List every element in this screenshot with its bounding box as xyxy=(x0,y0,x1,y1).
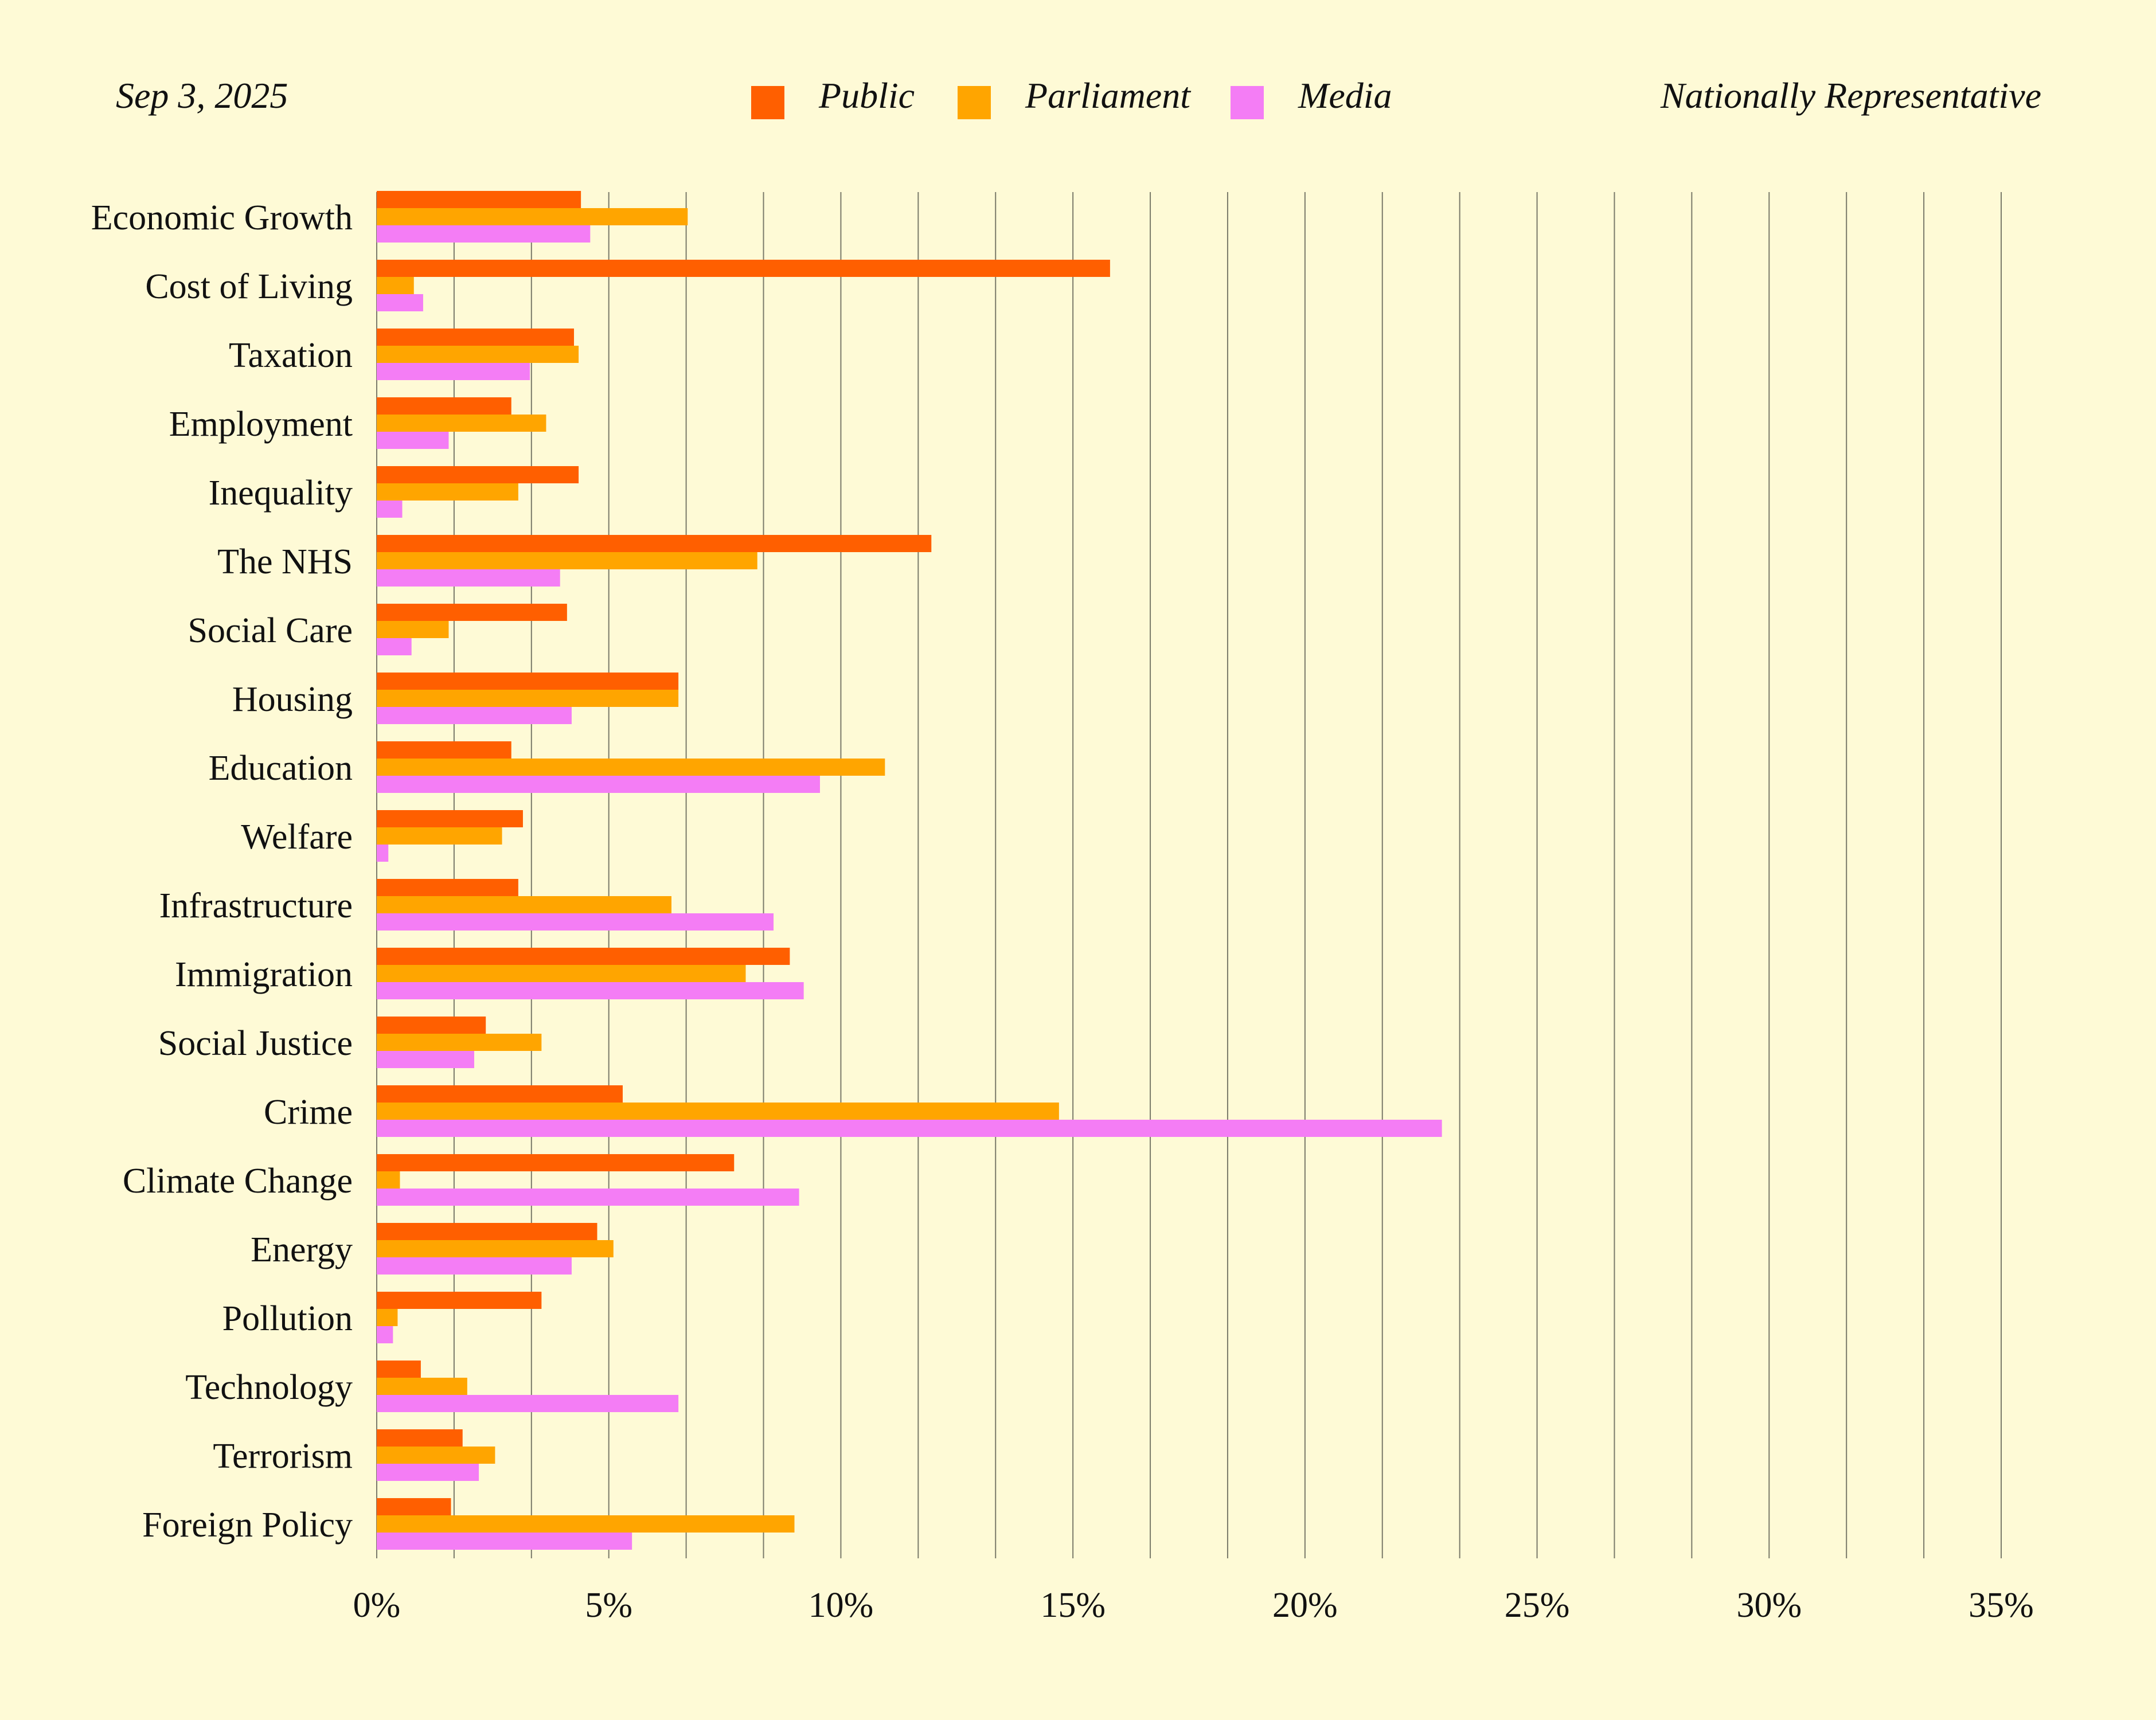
legend-swatch-media xyxy=(1231,86,1264,119)
bar-media xyxy=(377,1189,799,1206)
bar-media xyxy=(377,1533,632,1550)
x-tick-label: 30% xyxy=(1736,1586,1802,1625)
bar-parliament xyxy=(377,415,546,432)
category-label: Immigration xyxy=(175,955,353,994)
bar-media xyxy=(377,1326,393,1343)
bar-media xyxy=(377,501,403,518)
category-label: Social Care xyxy=(188,611,353,650)
category-label: The NHS xyxy=(217,542,353,581)
category-label: Infrastructure xyxy=(159,886,353,925)
bar-public xyxy=(377,535,932,552)
legend-label-parliament: Parliament xyxy=(1025,75,1190,116)
category-label: Housing xyxy=(232,680,353,719)
category-label: Technology xyxy=(185,1368,353,1407)
bar-public xyxy=(377,329,575,346)
bar-public xyxy=(377,260,1110,277)
bar-parliament xyxy=(377,827,502,845)
category-label: Energy xyxy=(251,1230,353,1269)
sample-label: Nationally Representative xyxy=(1660,75,2041,116)
bar-media xyxy=(377,363,530,380)
bar-parliament xyxy=(377,896,671,913)
bar-parliament xyxy=(377,1171,400,1189)
category-label: Employment xyxy=(169,405,353,444)
bar-public xyxy=(377,810,523,827)
bar-public xyxy=(377,397,511,415)
bar-parliament xyxy=(377,1515,795,1533)
bar-public xyxy=(377,948,790,965)
bar-public xyxy=(377,673,679,690)
x-tick-label: 35% xyxy=(1968,1586,2034,1625)
bar-parliament xyxy=(377,1447,495,1464)
bar-media xyxy=(377,776,821,793)
category-label: Crime xyxy=(264,1093,353,1132)
bar-parliament xyxy=(377,1309,398,1326)
category-label: Economic Growth xyxy=(91,198,353,237)
x-tick-label: 5% xyxy=(585,1586,632,1625)
bar-parliament xyxy=(377,483,518,501)
category-label: Climate Change xyxy=(123,1162,353,1201)
bar-parliament xyxy=(377,277,414,294)
bar-parliament xyxy=(377,208,688,225)
bar-parliament xyxy=(377,1240,614,1257)
category-label: Inequality xyxy=(209,474,353,513)
legend-label-public: Public xyxy=(819,75,915,116)
x-tick-label: 0% xyxy=(353,1586,401,1625)
bar-media xyxy=(377,707,572,724)
bar-parliament xyxy=(377,690,679,707)
legend-swatch-parliament xyxy=(958,86,991,119)
bar-media xyxy=(377,294,423,311)
category-label: Welfare xyxy=(241,818,353,857)
bar-public xyxy=(377,1223,597,1240)
bar-media xyxy=(377,845,389,862)
legend-swatch-public xyxy=(751,86,784,119)
bar-public xyxy=(377,1361,421,1378)
bar-parliament xyxy=(377,346,579,363)
bar-public xyxy=(377,604,567,621)
category-label: Cost of Living xyxy=(145,267,353,306)
bar-parliament xyxy=(377,1103,1059,1120)
bar-media xyxy=(377,982,804,999)
bar-public xyxy=(377,879,518,896)
x-tick-label: 15% xyxy=(1040,1586,1106,1625)
bar-parliament xyxy=(377,965,746,982)
bar-media xyxy=(377,225,591,243)
category-label: Terrorism xyxy=(213,1437,353,1476)
bar-public xyxy=(377,741,511,759)
x-tick-label: 10% xyxy=(808,1586,874,1625)
bar-media xyxy=(377,1395,679,1412)
category-label: Social Justice xyxy=(158,1024,353,1063)
bar-media xyxy=(377,569,560,587)
bar-parliament xyxy=(377,1378,467,1395)
bar-media xyxy=(377,1257,572,1275)
x-tick-label: 20% xyxy=(1272,1586,1338,1625)
category-label: Pollution xyxy=(222,1299,353,1338)
bar-public xyxy=(377,1154,735,1171)
bar-public xyxy=(377,1085,623,1103)
bar-public xyxy=(377,191,581,208)
category-label: Education xyxy=(209,749,353,788)
bar-parliament xyxy=(377,759,885,776)
bar-media xyxy=(377,913,774,931)
bar-public xyxy=(377,1017,486,1034)
date-label: Sep 3, 2025 xyxy=(116,75,288,116)
category-label: Taxation xyxy=(229,336,353,375)
category-label: Foreign Policy xyxy=(142,1506,353,1545)
bar-parliament xyxy=(377,1034,542,1051)
bar-public xyxy=(377,1429,463,1447)
bar-public xyxy=(377,1498,451,1515)
bar-public xyxy=(377,466,579,483)
bar-public xyxy=(377,1292,542,1309)
bar-media xyxy=(377,1051,474,1068)
bar-parliament xyxy=(377,621,449,638)
bar-media xyxy=(377,1120,1442,1137)
x-tick-label: 25% xyxy=(1505,1586,1570,1625)
legend-label-media: Media xyxy=(1298,75,1392,116)
bar-media xyxy=(377,638,412,655)
bar-media xyxy=(377,432,449,449)
bar-parliament xyxy=(377,552,757,569)
bar-media xyxy=(377,1464,479,1481)
